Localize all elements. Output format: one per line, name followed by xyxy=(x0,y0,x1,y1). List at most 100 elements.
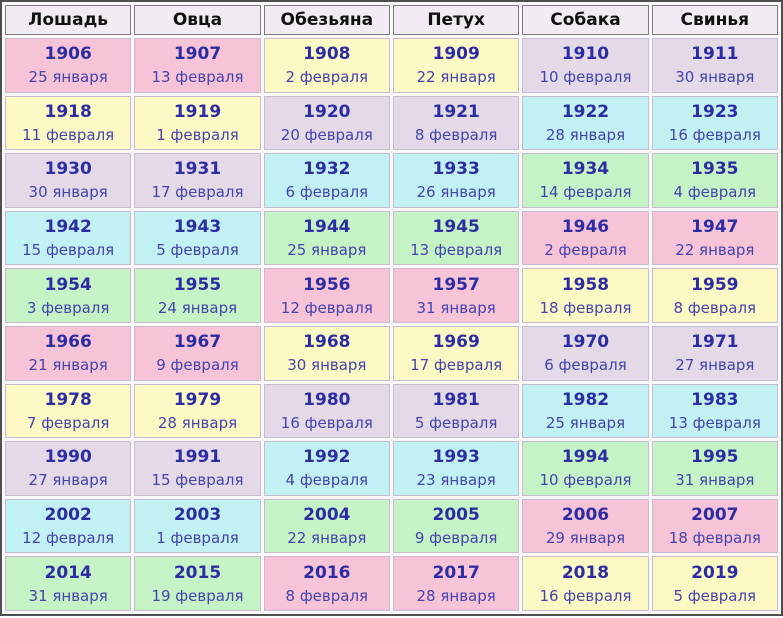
year-cell-1906: 1906 25 января xyxy=(5,38,132,93)
year-label: 1919 xyxy=(173,101,222,122)
new-year-date-label: 25 января xyxy=(545,413,626,432)
new-year-date-label: 5 февраля xyxy=(156,241,239,260)
new-year-date-label: 9 февраля xyxy=(156,356,239,375)
year-cell-1995: 1995 31 января xyxy=(651,441,778,496)
new-year-date-label: 1 февраля xyxy=(156,529,239,548)
new-year-date-label: 5 февраля xyxy=(414,413,498,432)
year-label: 1991 xyxy=(173,447,222,468)
year-cell-1955: 1955 24 января xyxy=(134,268,261,323)
year-label: 1908 xyxy=(303,44,351,65)
new-year-date-label: 27 января xyxy=(28,471,108,490)
year-label: 2002 xyxy=(44,505,92,526)
new-year-date-label: 16 февраля xyxy=(668,125,761,144)
table-row: 1954 3 февраля 1955 24 января 1956 12 февраля… xyxy=(5,268,778,323)
year-cell-2007: 2007 18 февраля xyxy=(651,498,778,554)
year-cell-1944: 1944 25 января xyxy=(263,210,390,266)
year-cell-1981: 1981 5 февраля xyxy=(392,383,520,439)
column-header-horse: Лошадь xyxy=(5,5,132,35)
year-cell-1932: 1932 6 февраля xyxy=(263,153,390,208)
year-label: 1920 xyxy=(303,101,351,122)
year-cell-2014: 2014 31 января xyxy=(5,556,132,611)
new-year-date-label: 2 февраля xyxy=(544,241,627,260)
year-label: 1918 xyxy=(44,101,92,122)
year-label: 2005 xyxy=(432,505,480,526)
year-cell-1956: 1956 12 февраля xyxy=(263,268,390,323)
year-cell-1922: 1922 28 января xyxy=(522,95,649,151)
year-label: 1930 xyxy=(44,159,92,180)
year-label: 1967 xyxy=(173,332,222,353)
year-cell-1979: 1979 28 января xyxy=(134,383,261,439)
year-cell-1990: 1990 27 января xyxy=(5,441,132,496)
year-label: 1982 xyxy=(561,389,610,410)
table-row: 1942 15 февраля 1943 5 февраля 1944 25 января… xyxy=(5,210,778,266)
year-label: 1909 xyxy=(432,44,480,65)
column-header-dog: Собака xyxy=(522,5,649,35)
new-year-date-label: 11 февраля xyxy=(22,125,115,144)
year-cell-1942: 1942 15 февраля xyxy=(5,210,132,266)
year-cell-1930: 1930 30 января xyxy=(5,153,132,208)
table-body: 1906 25 января 1907 13 февраля 1908 2 февраля… xyxy=(5,38,778,611)
year-label: 1911 xyxy=(691,44,739,65)
year-label: 2015 xyxy=(173,562,222,583)
new-year-date-label: 10 февраля xyxy=(539,68,632,87)
new-year-date-label: 16 февраля xyxy=(539,586,632,605)
year-label: 1956 xyxy=(303,274,351,295)
year-label: 1970 xyxy=(561,332,610,353)
year-cell-1966: 1966 21 января xyxy=(5,325,132,381)
year-label: 1921 xyxy=(432,101,480,122)
new-year-date-label: 26 января xyxy=(416,183,496,202)
year-cell-2017: 2017 28 января xyxy=(392,556,520,611)
year-cell-1954: 1954 3 февраля xyxy=(5,268,132,323)
year-cell-1908: 1908 2 февраля xyxy=(263,38,390,93)
year-cell-1919: 1919 1 февраля xyxy=(134,95,261,151)
year-label: 2007 xyxy=(691,505,739,526)
year-label: 1933 xyxy=(432,159,480,180)
year-label: 1980 xyxy=(303,389,351,410)
year-cell-1918: 1918 11 февраля xyxy=(5,95,132,151)
year-label: 1946 xyxy=(561,217,610,238)
year-cell-2006: 2006 29 января xyxy=(522,498,649,554)
year-label: 2018 xyxy=(561,562,610,583)
new-year-date-label: 4 февраля xyxy=(673,183,757,202)
year-label: 1971 xyxy=(691,332,739,353)
new-year-date-label: 7 февраля xyxy=(26,413,110,432)
year-cell-1931: 1931 17 февраля xyxy=(134,153,261,208)
year-label: 2014 xyxy=(44,562,92,583)
year-label: 1978 xyxy=(44,389,92,410)
year-cell-1970: 1970 6 февраля xyxy=(522,325,649,381)
new-year-date-label: 10 февраля xyxy=(539,471,632,490)
year-cell-2005: 2005 9 февраля xyxy=(392,498,520,554)
year-cell-1978: 1978 7 февраля xyxy=(5,383,132,439)
year-cell-1968: 1968 30 января xyxy=(263,325,390,381)
new-year-date-label: 30 января xyxy=(675,68,755,87)
year-cell-1935: 1935 4 февраля xyxy=(651,153,778,208)
table-row: 2002 12 февраля 2003 1 февраля 2004 22 января… xyxy=(5,498,778,554)
year-cell-2019: 2019 5 февраля xyxy=(651,556,778,611)
new-year-date-label: 21 января xyxy=(28,356,108,375)
year-cell-1909: 1909 22 января xyxy=(392,38,520,93)
new-year-date-label: 12 февраля xyxy=(22,529,115,548)
year-label: 1992 xyxy=(303,447,351,468)
year-label: 1979 xyxy=(173,389,222,410)
year-cell-1992: 1992 4 февраля xyxy=(263,441,390,496)
new-year-date-label: 30 января xyxy=(28,183,108,202)
year-cell-1957: 1957 31 января xyxy=(392,268,520,323)
year-label: 1945 xyxy=(432,217,480,238)
table-row: 1978 7 февраля 1979 28 января 1980 16 февраля… xyxy=(5,383,778,439)
year-cell-1945: 1945 13 февраля xyxy=(392,210,520,266)
year-label: 2003 xyxy=(173,505,222,526)
table-row: 1930 30 января 1931 17 февраля 1932 6 февраля… xyxy=(5,153,778,208)
new-year-date-label: 22 января xyxy=(416,68,496,87)
new-year-date-label: 28 января xyxy=(545,125,626,144)
new-year-date-label: 22 января xyxy=(287,529,367,548)
new-year-date-label: 19 февраля xyxy=(151,586,244,605)
new-year-date-label: 6 февраля xyxy=(544,356,627,375)
year-label: 1907 xyxy=(173,44,222,65)
year-label: 1995 xyxy=(691,447,739,468)
year-cell-1993: 1993 23 января xyxy=(392,441,520,496)
column-header-pig: Свинья xyxy=(651,5,778,35)
year-cell-1946: 1946 2 февраля xyxy=(522,210,649,266)
new-year-date-label: 16 февраля xyxy=(280,413,373,432)
year-label: 1993 xyxy=(432,447,480,468)
new-year-date-label: 31 января xyxy=(675,471,755,490)
